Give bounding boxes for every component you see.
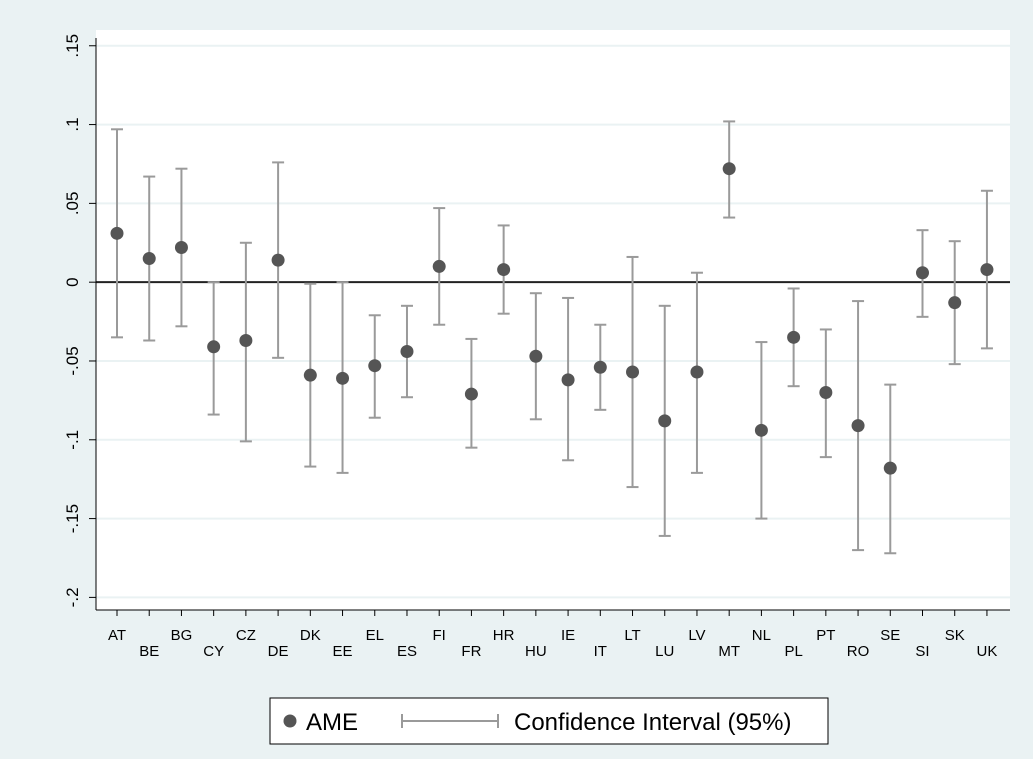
x-tick-label: CZ	[236, 627, 256, 644]
y-tick-label: -.2	[63, 587, 82, 607]
ame-point	[368, 359, 382, 373]
x-tick-label: BE	[139, 643, 159, 660]
ame-point	[819, 386, 833, 399]
y-tick-label: -.1	[63, 430, 82, 450]
ame-point	[916, 266, 929, 280]
ame-point	[174, 241, 188, 254]
ame-point	[593, 360, 607, 374]
ame-point	[561, 373, 575, 387]
ame-point	[336, 371, 350, 385]
y-tick-label: -.15	[63, 504, 82, 533]
x-tick-label: NL	[752, 627, 771, 644]
ame-point	[239, 333, 253, 347]
ame-point	[271, 253, 285, 267]
ame-point	[303, 368, 317, 382]
ame-point	[110, 226, 124, 240]
y-tick-label: .05	[63, 192, 82, 216]
x-tick-label: HR	[493, 627, 515, 644]
legend-box	[269, 697, 829, 745]
x-tick-label: SI	[915, 643, 929, 660]
x-tick-label: SE	[880, 627, 900, 644]
x-tick-label: FI	[433, 627, 446, 644]
ame-point	[207, 340, 221, 354]
y-axis: .15 .1 .05 0 -.05 -.1 -.15 -.2	[63, 34, 97, 610]
x-tick-label: CY	[203, 643, 224, 660]
plot-area	[96, 30, 1010, 610]
x-axis: AT BE BG CY CZ DE DK EE EL ES FI FR HR HU IE IT LT LU LV MT…	[96, 609, 1010, 660]
x-tick-label: AT	[108, 627, 126, 644]
x-tick-label: PT	[816, 627, 835, 644]
ame-points	[110, 162, 994, 475]
x-tick-label: SK	[945, 627, 965, 644]
x-tick-label: BG	[171, 627, 193, 644]
x-tick-label: FR	[461, 643, 481, 660]
x-tick-label: EL	[366, 627, 384, 644]
x-tick-label: HU	[525, 643, 547, 660]
ame-point	[851, 419, 865, 433]
ame-point	[142, 252, 156, 266]
ame-point	[626, 365, 640, 379]
x-tick-label: PL	[784, 643, 802, 660]
ame-point	[787, 330, 801, 344]
ame-point	[948, 296, 962, 310]
x-tick-label: DE	[268, 643, 289, 660]
ame-point	[529, 349, 543, 363]
legend-ci-marker	[401, 714, 499, 728]
ame-point	[432, 259, 446, 273]
x-tick-label: UK	[977, 643, 998, 660]
ame-point	[754, 423, 768, 437]
x-tick-label: DK	[300, 627, 321, 644]
x-tick-label: IE	[561, 627, 575, 644]
y-tick-label: 0	[63, 277, 82, 286]
x-tick-label: LV	[688, 627, 705, 644]
legend-ame-marker	[283, 714, 297, 728]
ame-point	[883, 461, 897, 475]
y-tick-label: .1	[63, 117, 82, 131]
ame-point	[464, 387, 478, 401]
x-tick-label: EE	[333, 643, 353, 660]
ame-point	[980, 263, 994, 277]
gridlines	[96, 44, 1010, 599]
x-tick-label: LU	[655, 643, 674, 660]
x-tick-label: MT	[718, 643, 740, 660]
ame-point	[690, 365, 704, 379]
ame-point	[722, 162, 736, 176]
ame-point	[658, 414, 672, 428]
legend-ci-label: Confidence Interval (95%)	[514, 709, 791, 736]
legend: AME Confidence Interval (95%)	[269, 697, 829, 745]
x-tick-label: IT	[594, 643, 607, 660]
y-tick-label: -.05	[63, 346, 82, 375]
x-tick-label: LT	[624, 627, 640, 644]
y-tick-label: .15	[63, 34, 82, 58]
ame-point	[497, 263, 511, 277]
ame-point	[400, 345, 414, 359]
x-tick-label: ES	[397, 643, 417, 660]
legend-ame-label: AME	[306, 709, 358, 736]
x-tick-label: RO	[847, 643, 870, 660]
